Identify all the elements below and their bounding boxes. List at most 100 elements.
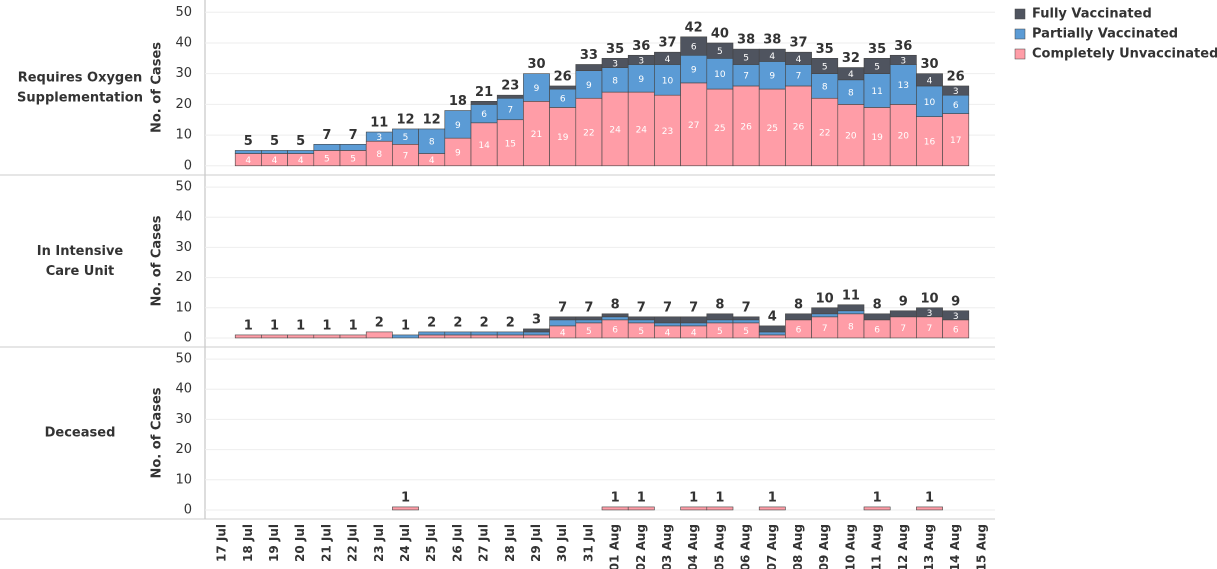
total-label: 7: [322, 128, 331, 143]
bar-segment: [549, 316, 577, 321]
segment-label: 3: [376, 133, 382, 143]
segment-label: 25: [714, 124, 725, 134]
total-label: 1: [349, 318, 358, 333]
x-tick-label: 02 Aug: [634, 524, 648, 569]
segment-label: 6: [796, 325, 802, 335]
x-tick-label: 05 Aug: [712, 524, 726, 569]
total-label: 1: [637, 490, 646, 505]
segment-label: 9: [769, 72, 775, 82]
segment-label: 4: [665, 55, 671, 65]
x-tick-label: 23 Jul: [372, 524, 386, 562]
segment-label: 19: [557, 133, 569, 143]
x-tick-label: 26 Jul: [450, 524, 464, 562]
legend-label: Partially Vaccinated: [1032, 27, 1178, 42]
bar-segment: [313, 143, 341, 151]
x-tick-label: 03 Aug: [660, 524, 674, 569]
x-tick-label: 18 Jul: [241, 524, 255, 562]
x-tick-label: 30 Jul: [555, 524, 569, 562]
y-tick-label: 30: [175, 240, 192, 255]
y-tick-label: 50: [175, 5, 192, 20]
bar-segment: [680, 82, 708, 167]
bar-segment: [758, 61, 786, 90]
segment-label: 5: [822, 63, 828, 73]
bar-segment: [523, 328, 550, 333]
segment-label: 6: [481, 110, 487, 120]
segment-label: 6: [560, 95, 566, 105]
total-label: 2: [427, 315, 436, 330]
total-label: 1: [611, 490, 620, 505]
bar-segment: [916, 73, 943, 87]
x-tick-label: 12 Aug: [896, 524, 910, 569]
total-label: 30: [527, 57, 545, 72]
row-title: Requires Oxygen Supplementation: [17, 70, 143, 105]
bar-segment: [863, 313, 891, 321]
total-label: 7: [584, 300, 593, 315]
segment-label: 3: [900, 56, 906, 66]
total-label: 26: [947, 69, 965, 84]
bar-segment: [758, 334, 786, 339]
bar-segment: [811, 307, 839, 315]
bar-segment: [732, 85, 760, 167]
total-label: 26: [554, 69, 572, 84]
y-tick-label: 20: [175, 97, 192, 112]
bar-segment: [837, 304, 865, 312]
total-label: 7: [637, 300, 646, 315]
bar-segment: [627, 506, 655, 511]
total-label: 12: [423, 112, 441, 127]
total-label: 10: [920, 291, 938, 306]
segment-label: 5: [743, 53, 749, 63]
y-tick-label: 10: [175, 128, 192, 143]
total-label: 36: [894, 39, 912, 54]
bar-segment: [470, 331, 498, 336]
total-label: 1: [925, 490, 934, 505]
row-title: In Intensive Care Unit: [37, 244, 124, 279]
bar-segment: [706, 506, 734, 511]
legend-swatch: [1014, 8, 1026, 20]
bar-segment: [392, 334, 419, 339]
segment-label: 7: [507, 105, 513, 115]
segment-label: 5: [586, 327, 592, 337]
segment-label: 8: [848, 89, 854, 99]
segment-label: 8: [848, 322, 854, 332]
bar-segment: [339, 143, 367, 151]
x-tick-label: 20 Jul: [293, 524, 307, 562]
segment-label: 9: [691, 66, 697, 76]
bar-segment: [680, 322, 708, 327]
segment-label: 3: [953, 87, 959, 97]
bar-segment: [706, 313, 734, 321]
bar-segment: [287, 150, 315, 154]
total-label: 38: [763, 33, 781, 48]
bar-segment: [916, 506, 943, 511]
x-tick-label: 14 Aug: [948, 524, 962, 569]
bar-segment: [496, 334, 524, 339]
bar-segment: [523, 101, 550, 167]
bar-segment: [601, 506, 629, 511]
total-label: 1: [715, 490, 724, 505]
total-label: 18: [449, 94, 467, 109]
segment-label: 27: [688, 121, 699, 131]
bar-segment: [234, 334, 262, 339]
segment-label: 4: [796, 55, 802, 65]
x-tick-label: 17 Jul: [215, 524, 229, 562]
x-tick-label: 21 Jul: [319, 524, 333, 562]
bar-segment: [261, 334, 288, 339]
segment-label: 6: [953, 101, 959, 111]
total-label: 23: [501, 79, 519, 94]
y-tick-label: 0: [184, 158, 192, 173]
segment-label: 3: [927, 309, 933, 319]
bar-segment: [627, 316, 655, 321]
bar-segment: [732, 319, 760, 324]
total-label: 1: [768, 490, 777, 505]
total-label: 5: [244, 134, 253, 149]
y-tick-label: 0: [184, 330, 192, 345]
segment-label: 25: [767, 124, 778, 134]
y-tick-label: 50: [175, 180, 192, 195]
segment-label: 7: [822, 324, 828, 334]
bar-segment: [365, 331, 393, 339]
total-label: 1: [322, 318, 331, 333]
total-label: 7: [689, 300, 698, 315]
bar-segment: [654, 64, 681, 96]
bar-segment: [418, 128, 446, 154]
bar-segment: [889, 310, 917, 318]
total-label: 9: [951, 294, 960, 309]
